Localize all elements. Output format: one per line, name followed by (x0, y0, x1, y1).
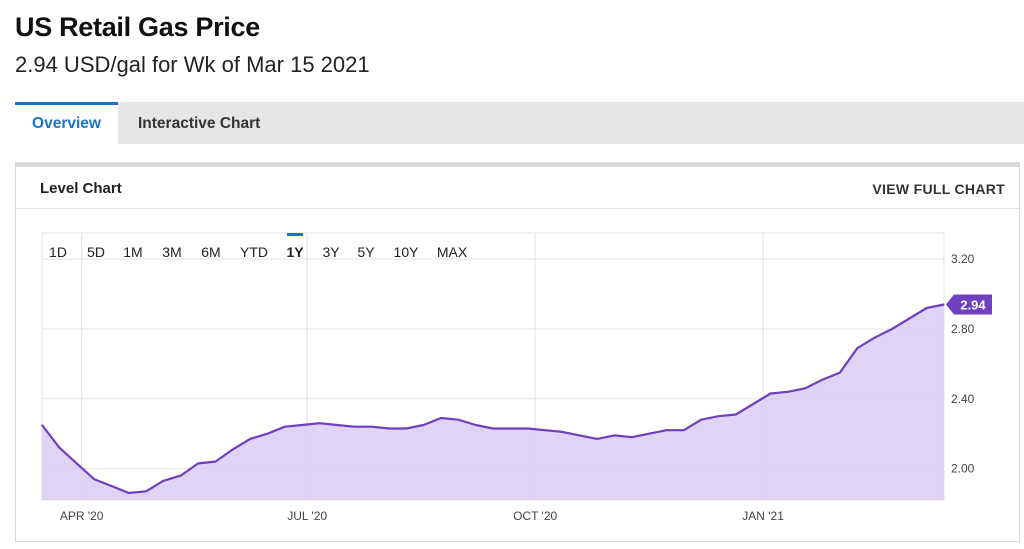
page-subtitle: 2.94 USD/gal for Wk of Mar 15 2021 (15, 52, 370, 77)
panel-title: Level Chart (40, 180, 122, 197)
range-button-max[interactable]: MAX (437, 244, 468, 260)
range-button-label: 10Y (394, 244, 420, 260)
range-button-6m[interactable]: 6M (201, 244, 220, 260)
range-button-5d[interactable]: 5D (87, 244, 105, 260)
range-button-label: 1M (123, 244, 142, 260)
range-button-1d[interactable]: 1D (49, 244, 67, 260)
tab-interactive-chart[interactable]: Interactive Chart (138, 115, 261, 132)
range-button-label: MAX (437, 244, 468, 260)
tab-overview[interactable]: Overview (15, 102, 118, 144)
range-button-label: 5D (87, 244, 105, 260)
range-button-label: YTD (240, 244, 268, 260)
range-button-3y[interactable]: 3Y (322, 244, 340, 260)
range-active-indicator (287, 233, 303, 236)
range-button-5y[interactable]: 5Y (357, 244, 375, 260)
range-button-label: 3M (162, 244, 181, 260)
panel-header: Level Chart VIEW FULL CHART (16, 167, 1019, 209)
range-button-label: 1Y (286, 244, 304, 260)
range-button-label: 6M (201, 244, 220, 260)
range-button-ytd[interactable]: YTD (240, 244, 268, 260)
tab-bar: Overview Interactive Chart (15, 102, 1024, 144)
page-title: US Retail Gas Price (15, 12, 260, 42)
range-button-1y[interactable]: 1Y (286, 233, 304, 260)
range-selector: 1D 5D 1M 3M 6M YTD 1Y 3Y 5Y 10Y MAX (49, 233, 468, 260)
range-button-label: 1D (49, 244, 67, 260)
range-button-label: 5Y (357, 244, 375, 260)
range-button-3m[interactable]: 3M (162, 244, 181, 260)
range-button-1m[interactable]: 1M (123, 244, 142, 260)
view-full-chart-link[interactable]: VIEW FULL CHART (872, 181, 1005, 197)
level-chart-panel: Level Chart VIEW FULL CHART (15, 162, 1020, 542)
range-button-label: 3Y (322, 244, 340, 260)
range-button-10y[interactable]: 10Y (394, 244, 420, 260)
